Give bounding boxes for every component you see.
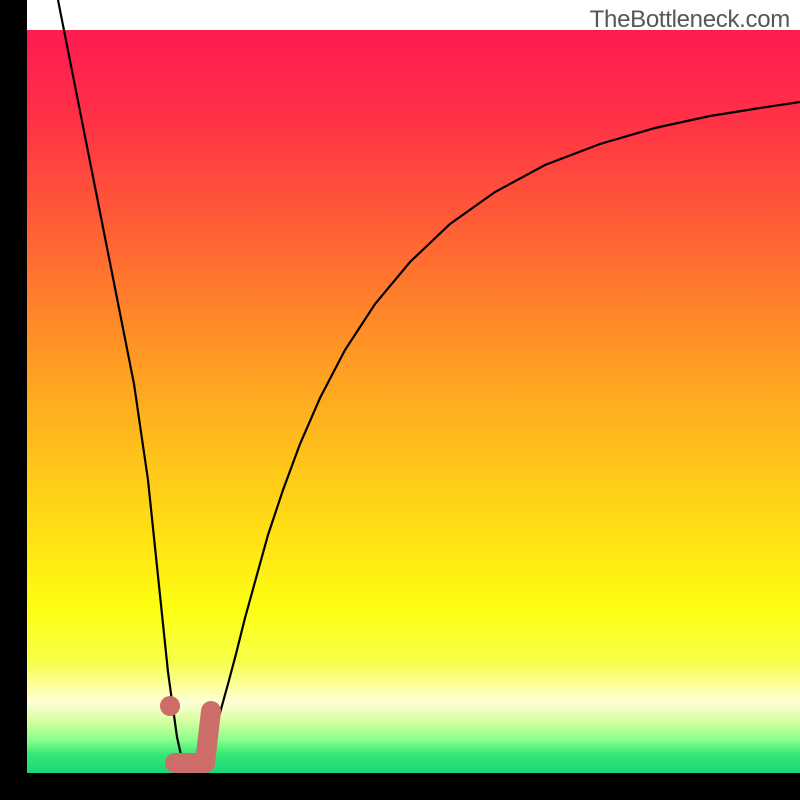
marker-dot: [160, 696, 180, 716]
frame-bottom: [0, 773, 800, 800]
frame-left: [0, 0, 27, 800]
chart-svg: [0, 0, 800, 800]
plot-background: [27, 30, 800, 773]
watermark-text: TheBottleneck.com: [590, 6, 790, 34]
chart-container: TheBottleneck.com: [0, 0, 800, 800]
